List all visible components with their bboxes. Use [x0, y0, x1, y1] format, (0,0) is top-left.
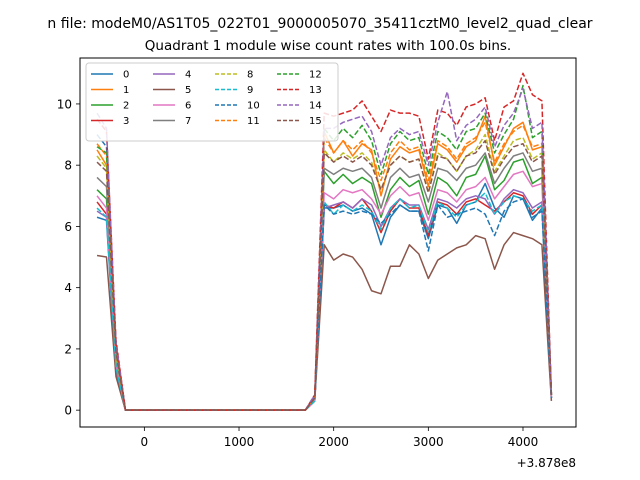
legend-label-7: 7 — [185, 116, 191, 127]
legend-label-2: 2 — [123, 101, 129, 112]
series-line-15 — [96, 139, 553, 411]
x-tick-label: 3000 — [413, 435, 444, 449]
y-tick-label: 0 — [64, 404, 72, 418]
y-tick-label: 8 — [64, 159, 72, 173]
y-tick-label: 10 — [57, 97, 72, 111]
series-line-5 — [96, 231, 553, 411]
y-tick-label: 2 — [64, 342, 72, 356]
series-line-7 — [96, 152, 553, 411]
legend-label-4: 4 — [185, 70, 191, 81]
y-tick-label: 6 — [64, 220, 72, 234]
y-tick-label: 4 — [64, 281, 72, 295]
legend-label-11: 11 — [247, 116, 260, 127]
series-line-8 — [96, 133, 553, 411]
x-tick-label: 2000 — [318, 435, 349, 449]
legend-label-1: 1 — [123, 85, 129, 96]
series-line-4 — [96, 188, 553, 411]
plot-frame — [79, 57, 577, 428]
legend-label-12: 12 — [309, 70, 322, 81]
x-axis-ticks: 0 1000 2000 3000 4000 — [141, 427, 539, 449]
legend-label-15: 15 — [309, 116, 322, 127]
series-line-3 — [96, 191, 553, 411]
figure-suptitle: n file: modeM0/AS1T05_022T01_9000005070_… — [47, 16, 592, 32]
legend-label-3: 3 — [123, 116, 129, 127]
series-line-9 — [96, 191, 553, 411]
legend-label-6: 6 — [185, 101, 191, 112]
legend-label-13: 13 — [309, 85, 322, 96]
legend-label-10: 10 — [247, 101, 260, 112]
legend-box — [85, 62, 339, 142]
x-tick-label: 0 — [141, 435, 149, 449]
legend-label-5: 5 — [185, 85, 191, 96]
x-tick-label: 4000 — [508, 435, 539, 449]
legend-label-8: 8 — [247, 70, 253, 81]
x-offset-label: +3.878e8 — [517, 456, 576, 470]
y-axis-ticks: 0 2 4 6 8 10 — [57, 97, 80, 418]
legend-label-9: 9 — [247, 85, 253, 96]
legend-label-14: 14 — [309, 101, 322, 112]
chart-title: Quadrant 1 module wise count rates with … — [145, 38, 511, 54]
legend-label-0: 0 — [123, 70, 129, 81]
x-tick-label: 1000 — [224, 435, 255, 449]
